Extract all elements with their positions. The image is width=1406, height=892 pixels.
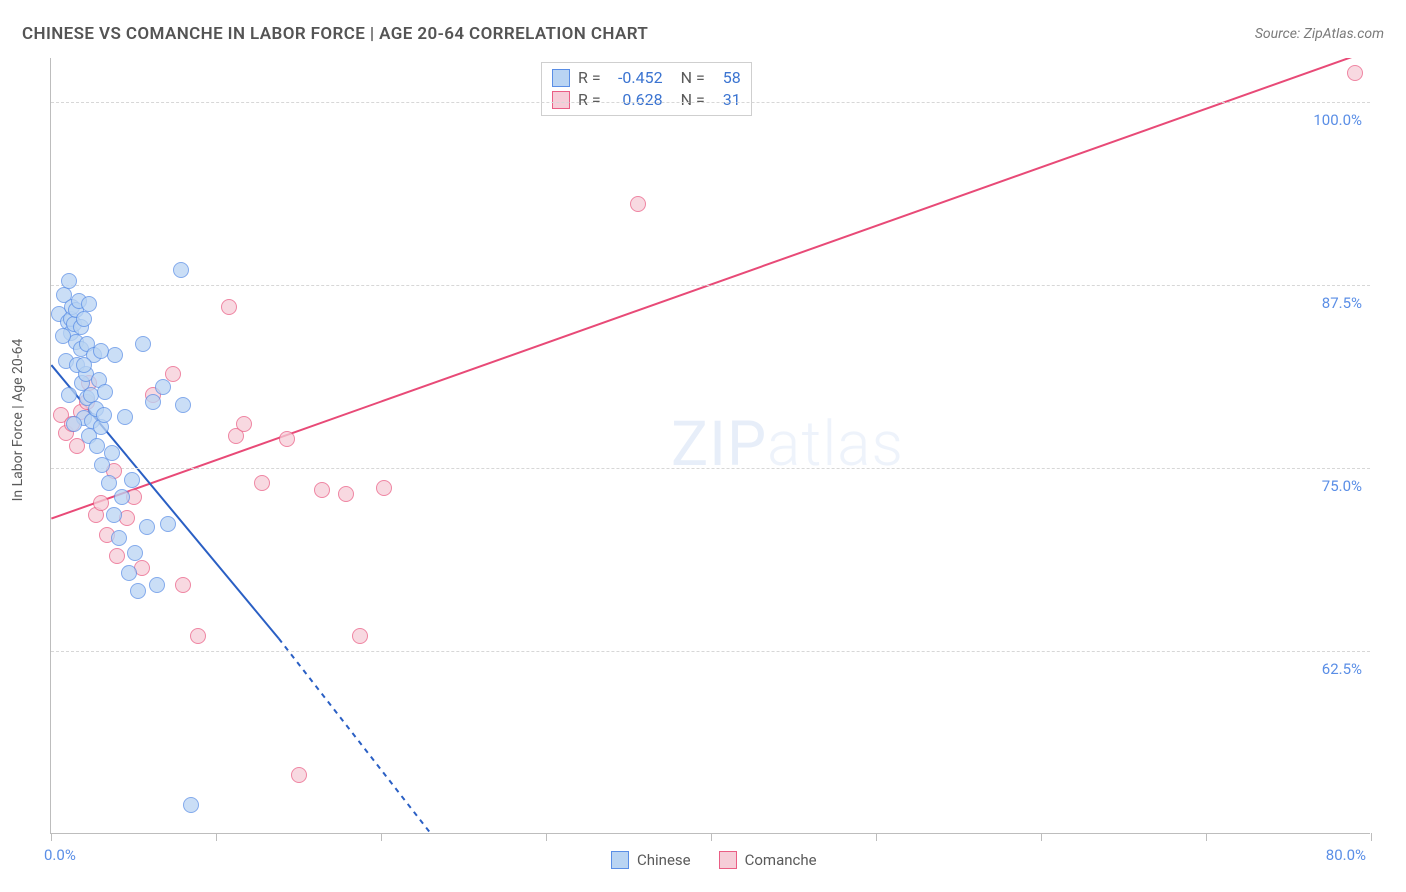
data-point[interactable] [175,577,191,593]
x-tick [1206,833,1207,841]
data-point[interactable] [97,384,113,400]
data-point[interactable] [121,565,137,581]
regression-lines [51,58,1370,833]
legend-item-chinese[interactable]: Chinese [611,851,691,869]
n-value-chinese: 58 [713,67,741,89]
data-point[interactable] [130,583,146,599]
x-axis-max-label: 80.0% [1326,846,1366,864]
x-tick [546,833,547,841]
data-point[interactable] [183,797,199,813]
x-axis-min-label: 0.0% [44,846,76,864]
data-point[interactable] [254,475,270,491]
legend-swatch-comanche [719,851,737,869]
gridline [51,285,1370,286]
data-point[interactable] [279,431,295,447]
data-point[interactable] [101,475,117,491]
data-point[interactable] [109,548,125,564]
gridline [51,102,1370,103]
data-point[interactable] [338,486,354,502]
y-tick-label: 62.5% [1322,660,1362,678]
data-point[interactable] [127,545,143,561]
correlation-row-chinese: R = -0.452 N = 58 [552,67,741,89]
data-point[interactable] [149,577,165,593]
legend-item-comanche[interactable]: Comanche [719,851,817,869]
x-tick [216,833,217,841]
data-point[interactable] [352,628,368,644]
x-tick [711,833,712,841]
correlation-row-comanche: R = 0.628 N = 31 [552,89,741,111]
n-value-comanche: 31 [713,89,741,111]
data-point[interactable] [190,628,206,644]
series-legend: Chinese Comanche [611,851,817,869]
data-point[interactable] [175,397,191,413]
x-tick [1041,833,1042,841]
watermark: ZIPatlas [671,408,904,481]
legend-swatch-chinese [611,851,629,869]
data-point[interactable] [291,767,307,783]
gridline [51,468,1370,469]
data-point[interactable] [236,416,252,432]
data-point[interactable] [114,489,130,505]
data-point[interactable] [630,196,646,212]
legend-label-chinese: Chinese [637,851,691,869]
data-point[interactable] [61,387,77,403]
legend-label-comanche: Comanche [745,851,817,869]
data-point[interactable] [135,336,151,352]
data-point[interactable] [83,387,99,403]
data-point[interactable] [173,262,189,278]
data-point[interactable] [89,438,105,454]
data-point[interactable] [1347,65,1363,81]
x-tick [1371,833,1372,841]
data-point[interactable] [139,519,155,535]
r-value-comanche: 0.628 [609,89,663,111]
data-point[interactable] [81,296,97,312]
source-attribution: Source: ZipAtlas.com [1255,26,1384,42]
chart-title: CHINESE VS COMANCHE IN LABOR FORCE | AGE… [22,24,648,44]
watermark-light: atlas [767,408,904,481]
data-point[interactable] [76,311,92,327]
data-point[interactable] [107,347,123,363]
gridline [51,651,1370,652]
data-point[interactable] [221,299,237,315]
swatch-comanche [552,91,570,109]
data-point[interactable] [145,394,161,410]
x-tick [51,833,52,841]
x-tick [876,833,877,841]
data-point[interactable] [66,416,82,432]
data-point[interactable] [111,530,127,546]
data-point[interactable] [55,328,71,344]
y-axis-title: In Labor Force | Age 20-64 [10,339,26,502]
data-point[interactable] [117,409,133,425]
watermark-bold: ZIP [671,408,767,481]
title-bar: CHINESE VS COMANCHE IN LABOR FORCE | AGE… [22,24,1384,44]
data-point[interactable] [93,343,109,359]
data-point[interactable] [124,472,140,488]
y-tick-label: 75.0% [1322,477,1362,495]
x-tick [381,833,382,841]
data-point[interactable] [104,445,120,461]
data-point[interactable] [106,507,122,523]
data-point[interactable] [93,495,109,511]
data-point[interactable] [96,407,112,423]
data-point[interactable] [376,480,392,496]
correlation-legend: R = -0.452 N = 58 R = 0.628 N = 31 [541,62,752,116]
r-value-chinese: -0.452 [609,67,663,89]
data-point[interactable] [155,379,171,395]
data-point[interactable] [76,357,92,373]
y-tick-label: 100.0% [1313,111,1362,129]
data-point[interactable] [61,273,77,289]
data-point[interactable] [160,516,176,532]
data-point[interactable] [314,482,330,498]
y-tick-label: 87.5% [1322,294,1362,312]
plot-area: ZIPatlas R = -0.452 N = 58 R = 0.628 N =… [50,58,1370,834]
swatch-chinese [552,69,570,87]
